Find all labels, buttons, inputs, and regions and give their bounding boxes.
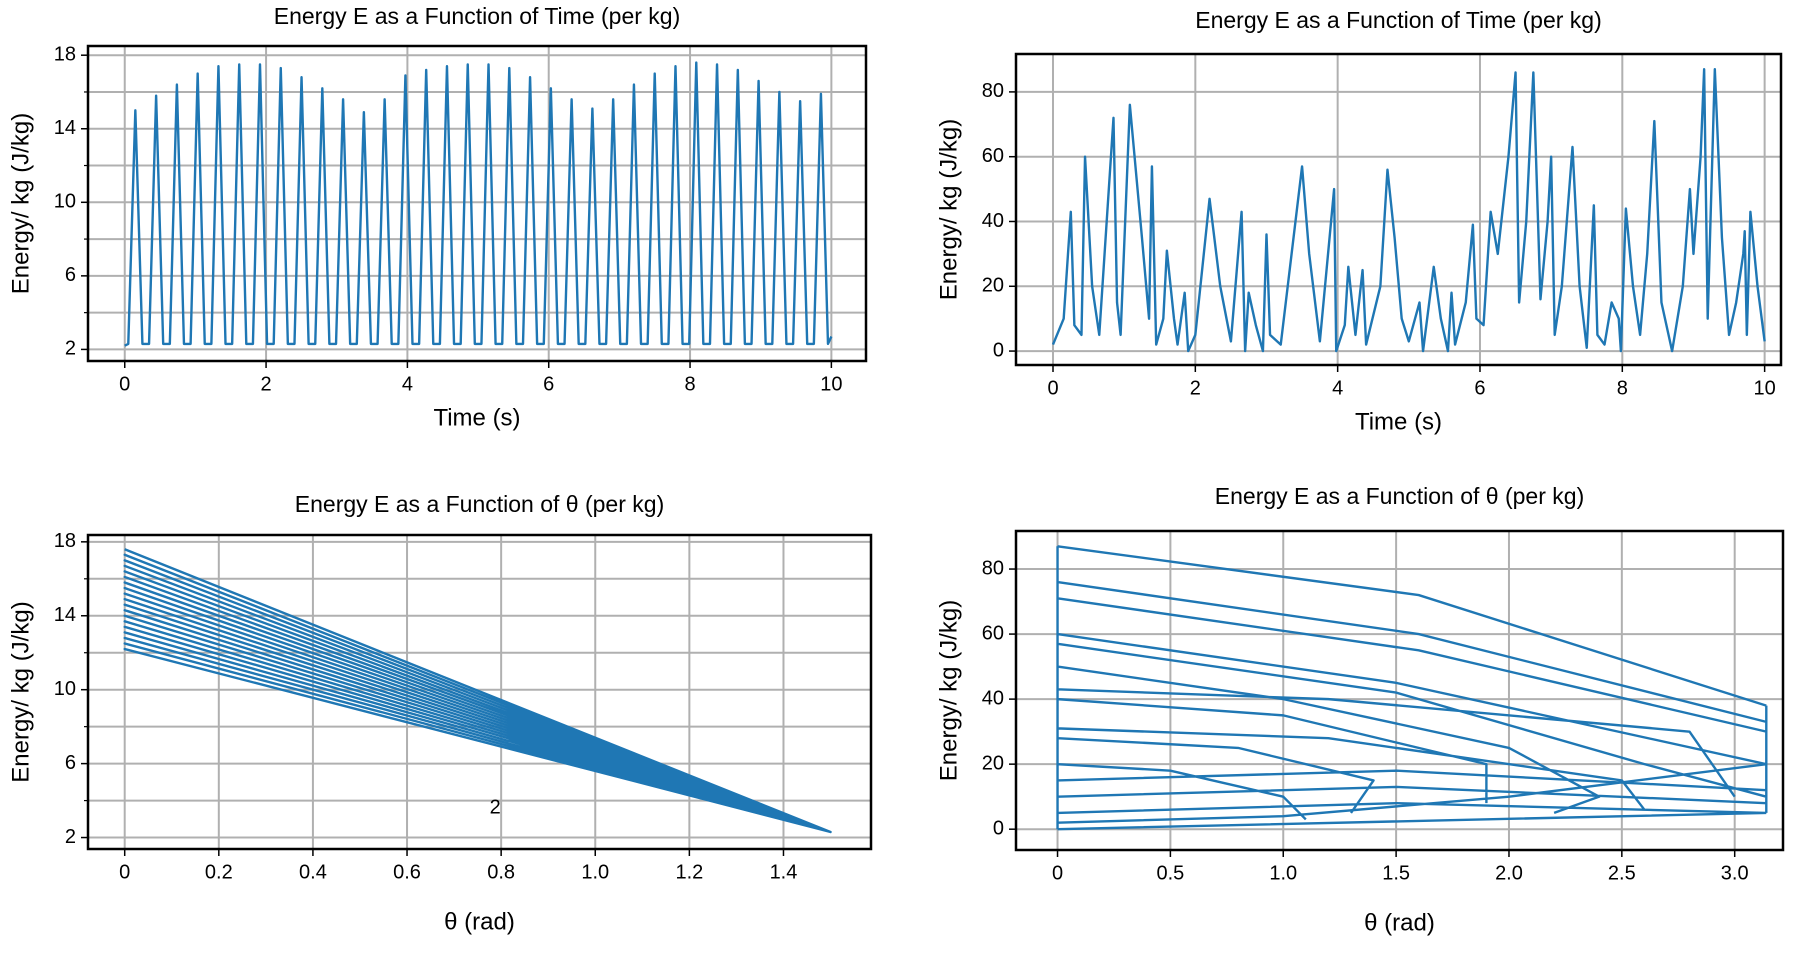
x-tick-label: 0.6 — [393, 861, 421, 883]
x-tick-label: 0 — [1047, 377, 1058, 399]
y-tick-label: 2 — [65, 826, 76, 848]
y-tick-label: 20 — [982, 752, 1004, 774]
y-tick-label: 80 — [982, 557, 1004, 579]
chart-title: Energy E as a Function of θ (per kg) — [1215, 483, 1584, 509]
y-tick-label: 18 — [54, 43, 76, 65]
y-tick-label: 40 — [982, 687, 1004, 709]
x-axis-label: θ (rad) — [444, 908, 515, 935]
x-tick-label: 0.5 — [1156, 862, 1184, 884]
x-axis-label: Time (s) — [1355, 408, 1442, 435]
x-axis-label: θ (rad) — [1364, 909, 1435, 936]
plot-frame — [86, 533, 873, 851]
x-tick-label: 4 — [1332, 377, 1343, 399]
x-tick-label: 0.4 — [299, 861, 327, 883]
x-tick-label: 10 — [1754, 377, 1776, 399]
x-tick-label: 2.5 — [1608, 862, 1636, 884]
x-axis-label: Time (s) — [433, 404, 520, 431]
data-line — [1056, 545, 1768, 831]
y-tick-label: 0 — [993, 339, 1004, 361]
y-axis-label: Energy/ kg (J/kg) — [935, 119, 962, 300]
x-tick-label: 6 — [543, 373, 554, 395]
x-tick-label: 1.2 — [675, 861, 703, 883]
y-axis-label: Energy/ kg (J/kg) — [7, 601, 34, 782]
y-tick-label: 6 — [65, 264, 76, 286]
x-tick-label: 0 — [119, 861, 130, 883]
data-line — [123, 548, 832, 834]
x-tick-label: 2.0 — [1495, 862, 1523, 884]
y-axis-label: Energy/ kg (J/kg) — [7, 113, 34, 294]
chart-title: Energy E as a Function of Time (per kg) — [274, 3, 681, 29]
y-tick-label: 80 — [982, 80, 1004, 102]
y-tick-label: 14 — [54, 604, 76, 626]
x-tick-label: 2 — [1190, 377, 1201, 399]
x-tick-label: 8 — [684, 373, 695, 395]
annotation: 2 — [490, 796, 501, 818]
x-tick-label: 0 — [119, 373, 130, 395]
x-tick-label: 0.2 — [205, 861, 233, 883]
y-tick-label: 0 — [993, 817, 1004, 839]
data-line — [1051, 68, 1766, 353]
y-tick-label: 18 — [54, 530, 76, 552]
y-tick-label: 60 — [982, 145, 1004, 167]
x-tick-label: 1.0 — [581, 861, 609, 883]
x-tick-label: 2 — [261, 373, 272, 395]
y-tick-label: 6 — [65, 752, 76, 774]
y-tick-label: 20 — [982, 275, 1004, 297]
x-tick-label: 8 — [1617, 377, 1628, 399]
x-tick-label: 1.0 — [1269, 862, 1297, 884]
x-tick-label: 0.8 — [487, 861, 515, 883]
plot-frame — [86, 44, 868, 363]
x-tick-label: 0 — [1052, 862, 1063, 884]
x-tick-label: 10 — [820, 373, 842, 395]
x-tick-label: 1.4 — [770, 861, 798, 883]
plot-frame — [1014, 52, 1783, 367]
data-line — [124, 61, 833, 347]
x-tick-label: 1.5 — [1382, 862, 1410, 884]
y-axis-label: Energy/ kg (J/kg) — [935, 600, 962, 781]
y-tick-label: 40 — [982, 210, 1004, 232]
x-tick-label: 4 — [402, 373, 413, 395]
x-tick-label: 3.0 — [1721, 862, 1749, 884]
chart-title: Energy E as a Function of Time (per kg) — [1195, 7, 1602, 33]
y-tick-label: 10 — [54, 678, 76, 700]
y-tick-label: 60 — [982, 622, 1004, 644]
y-tick-label: 10 — [54, 191, 76, 213]
y-tick-label: 14 — [54, 117, 76, 139]
plot-frame — [1014, 529, 1785, 852]
y-tick-label: 2 — [65, 338, 76, 360]
chart-title: Energy E as a Function of θ (per kg) — [295, 491, 664, 517]
x-tick-label: 6 — [1474, 377, 1485, 399]
